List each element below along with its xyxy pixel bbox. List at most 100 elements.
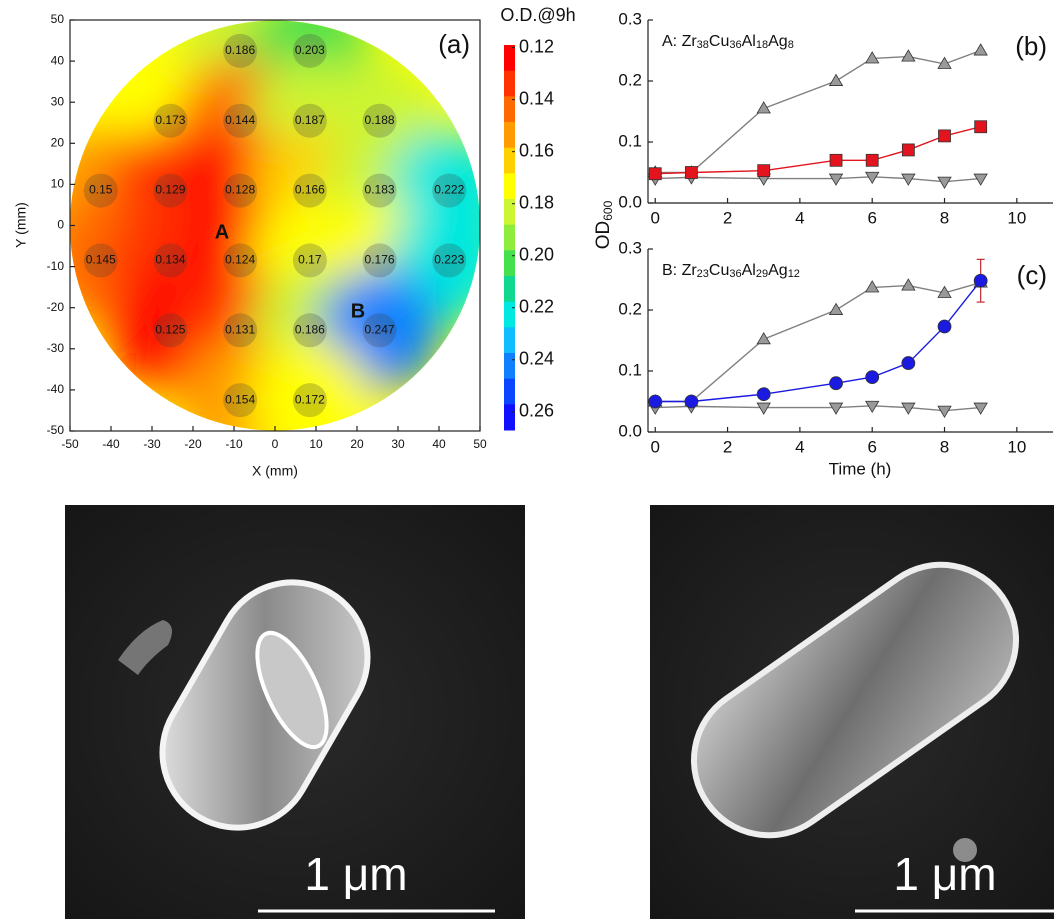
y-tick-label: -30 <box>47 341 65 355</box>
marker <box>685 167 697 179</box>
point-value-label: 0.247 <box>365 322 395 336</box>
colorbar-band <box>504 96 515 122</box>
marker <box>902 144 914 156</box>
point-value-label: 0.223 <box>434 253 464 267</box>
marker <box>758 165 770 177</box>
colorbar-band <box>504 225 515 251</box>
marker <box>830 403 843 414</box>
y-tick-label: 0.2 <box>618 299 642 318</box>
point-value-label: 0.222 <box>434 183 464 197</box>
marker <box>938 320 951 333</box>
colorbar-band <box>504 199 515 225</box>
x-tick-label: -30 <box>143 437 161 451</box>
figure: 1 μm 1 μm OD600 -50-40-30-20-10010203040… <box>0 0 1054 919</box>
marker <box>902 50 915 61</box>
x-axis-label: Time (h) <box>829 459 892 478</box>
x-tick-label: 6 <box>867 437 876 456</box>
x-tick-label: 10 <box>309 437 323 451</box>
point-value-label: 0.186 <box>295 322 325 336</box>
x-tick-label: 0 <box>272 437 279 451</box>
series-line <box>655 177 980 182</box>
y-tick-label: 20 <box>51 135 65 149</box>
point-value-label: 0.145 <box>86 253 116 267</box>
colorbar-band <box>504 71 515 97</box>
point-value-label: 0.125 <box>155 322 185 336</box>
x-axis-label: X (mm) <box>252 463 298 479</box>
y-label-subscript: 600 <box>601 200 615 220</box>
point-value-label: 0.183 <box>365 183 395 197</box>
series-line <box>655 127 980 174</box>
marker <box>938 177 951 188</box>
point-value-label: 0.124 <box>225 253 255 267</box>
scale-bar-label: 1 μm <box>893 848 996 900</box>
colorbar-tick-label: 0.18 <box>519 192 554 212</box>
colorbar-band <box>504 45 515 71</box>
point-value-label: 0.131 <box>225 322 255 336</box>
y-tick-label: 0.2 <box>618 70 642 89</box>
x-tick-label: -20 <box>184 437 202 451</box>
marker <box>866 52 879 63</box>
sem-image-right: 1 μm <box>650 505 1054 919</box>
x-tick-label: 4 <box>795 437 804 456</box>
colorbar-tick-label: 0.26 <box>519 401 554 421</box>
annotation: A: Zr38Cu36Al18Ag8 <box>662 33 794 51</box>
annotation: A <box>215 221 229 243</box>
point-value-label: 0.166 <box>295 183 325 197</box>
x-tick-label: 8 <box>940 437 949 456</box>
field-blur <box>39 0 512 462</box>
point-value-label: 0.203 <box>295 43 325 57</box>
series-line <box>655 281 980 402</box>
series-line <box>655 51 980 173</box>
point-value-label: 0.187 <box>295 113 325 127</box>
y-tick-label: 50 <box>51 12 65 26</box>
marker <box>757 102 770 113</box>
y-tick-label: -40 <box>47 382 65 396</box>
colorbar-tick-label: 0.16 <box>519 140 554 160</box>
y-tick-label: 0.3 <box>618 9 642 28</box>
colorbar-band <box>504 302 515 328</box>
marker <box>902 279 915 290</box>
marker <box>866 401 879 412</box>
colorbar-tick-label: 0.14 <box>519 88 554 108</box>
y-tick-label: 0.1 <box>618 360 642 379</box>
point-value-label: 0.154 <box>225 392 255 406</box>
panel-label: (a) <box>438 29 470 59</box>
marker <box>974 44 987 55</box>
x-tick-label: 50 <box>473 437 487 451</box>
point-value-label: 0.172 <box>295 392 325 406</box>
colorbar-band <box>504 404 515 430</box>
y-tick-label: -20 <box>47 300 65 314</box>
x-tick-label: 6 <box>867 208 876 227</box>
x-tick-label: 10 <box>1007 208 1026 227</box>
marker <box>649 395 662 408</box>
marker <box>830 174 843 185</box>
point-value-label: 0.17 <box>298 253 322 267</box>
marker <box>757 388 770 401</box>
annotation: B <box>351 300 365 322</box>
point-value-label: 0.173 <box>155 113 185 127</box>
y-axis-label: Y (mm) <box>13 202 29 248</box>
marker <box>757 333 770 344</box>
colorbar-tick-label: 0.24 <box>519 349 554 369</box>
x-tick-label: 0 <box>650 437 659 456</box>
point-value-label: 0.15 <box>89 183 113 197</box>
y-tick-label: 0.1 <box>618 131 642 150</box>
x-tick-label: 8 <box>940 208 949 227</box>
contour-field <box>39 0 512 462</box>
x-tick-label: 2 <box>723 208 732 227</box>
point-value-label: 0.188 <box>365 113 395 127</box>
y-tick-label: 0 <box>57 218 64 232</box>
colorbar-band <box>504 250 515 276</box>
shared-y-label: OD600 <box>593 200 615 249</box>
point-value-label: 0.186 <box>225 43 255 57</box>
colorbar-tick-label: 0.20 <box>519 244 554 264</box>
y-tick-label: 0.3 <box>618 238 642 257</box>
colorbar-tick-label: 0.22 <box>519 296 554 316</box>
x-tick-label: 4 <box>795 208 804 227</box>
colorbar-tick-label: 0.12 <box>519 36 554 56</box>
marker <box>830 75 843 86</box>
x-tick-label: 20 <box>350 437 364 451</box>
marker <box>830 377 843 390</box>
panel-label: (c) <box>1017 260 1047 290</box>
marker <box>974 274 987 287</box>
